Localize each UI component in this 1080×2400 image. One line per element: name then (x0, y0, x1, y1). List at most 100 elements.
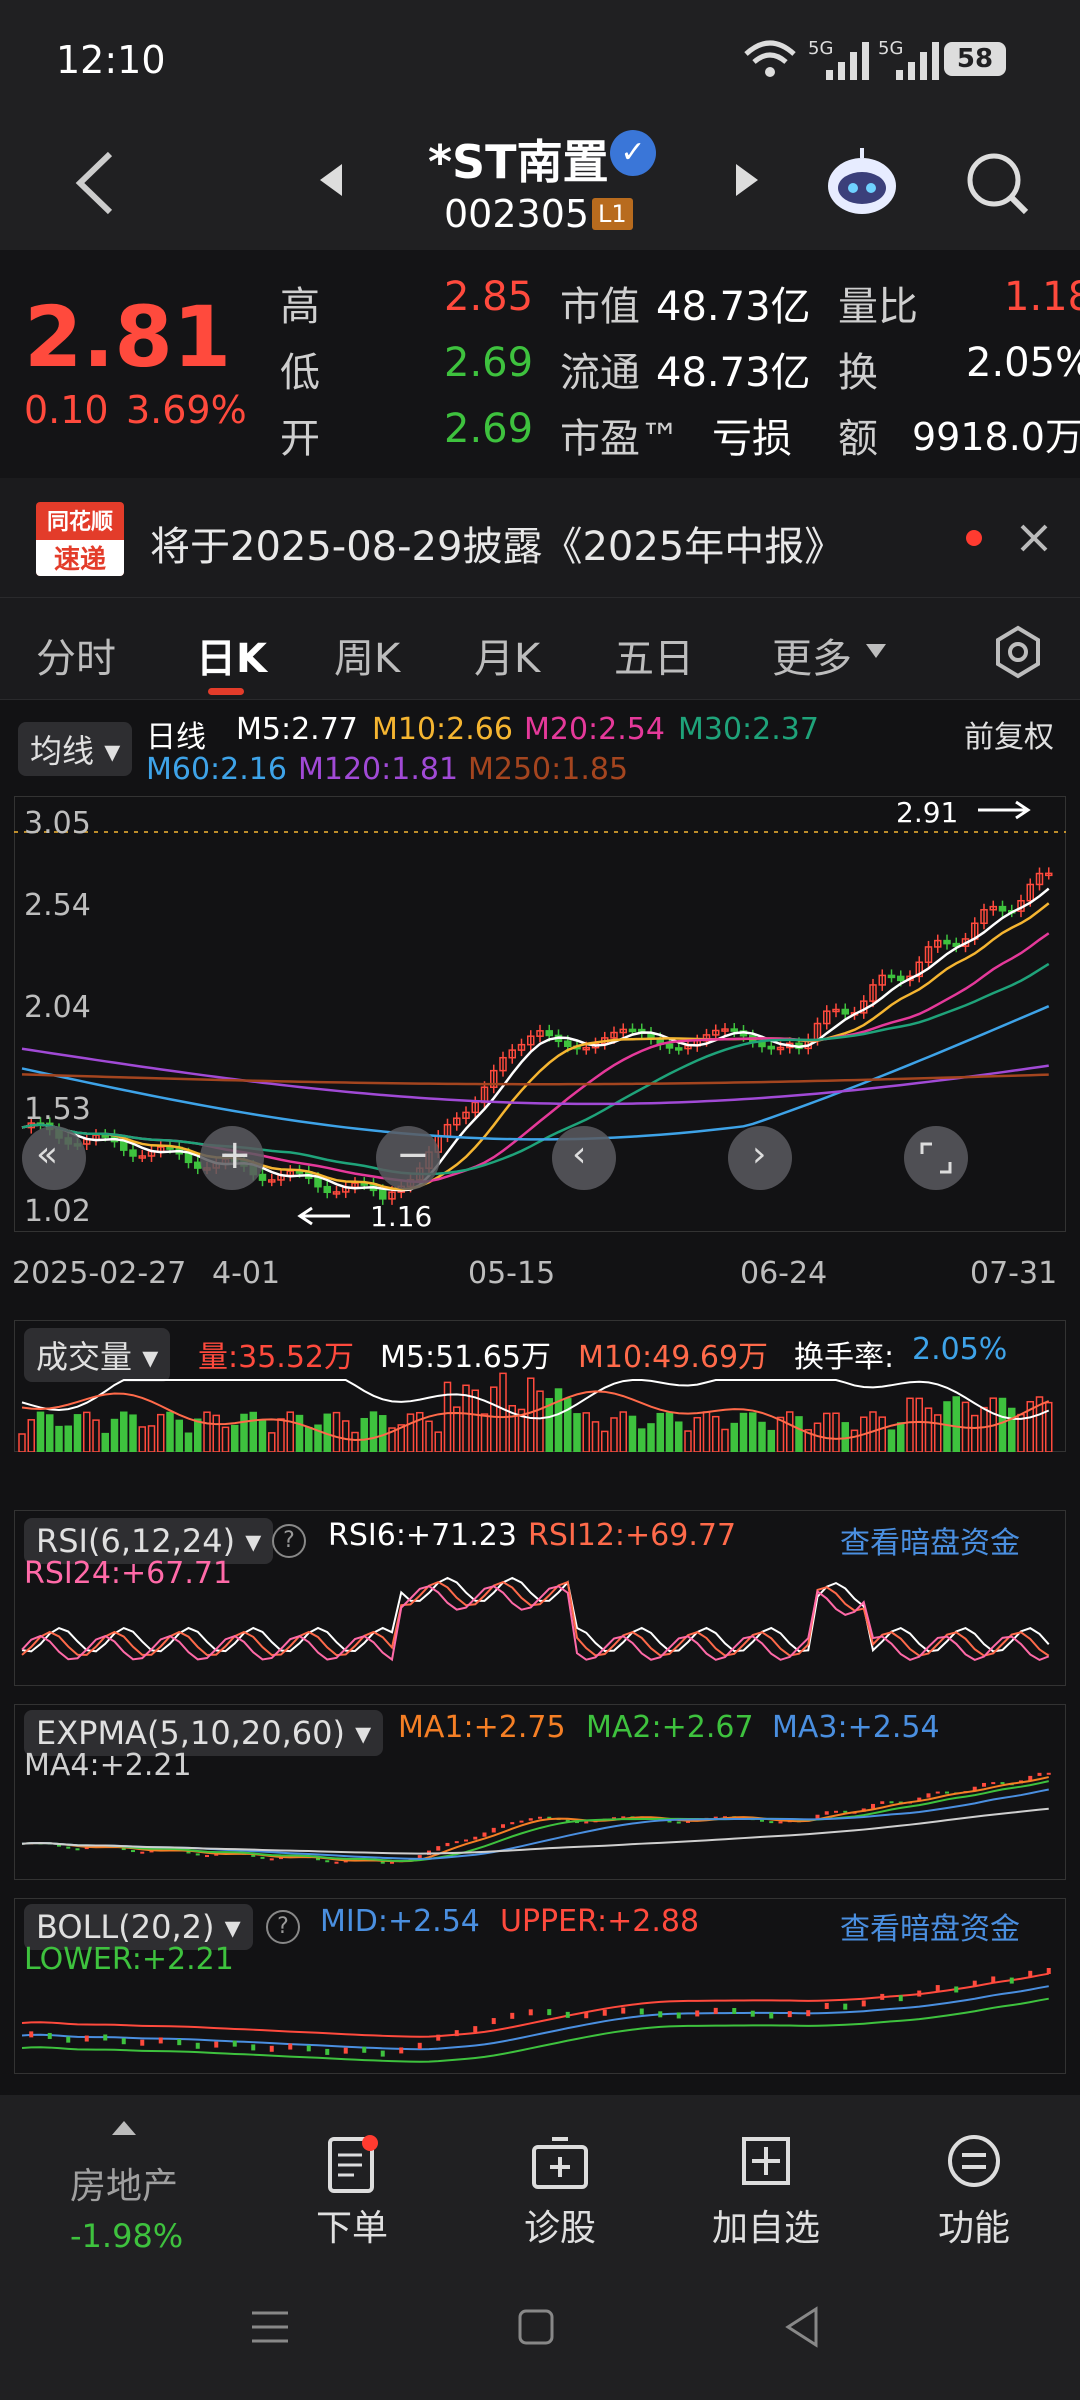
volume-selector[interactable]: 成交量 ▾ (24, 1328, 171, 1382)
boll-candle (140, 2039, 145, 2046)
recent-apps-icon[interactable] (248, 2305, 292, 2349)
expand-up-icon[interactable] (110, 2119, 138, 2137)
volume-bar (721, 1428, 729, 1452)
ai-robot-icon[interactable] (822, 142, 902, 222)
zoom-in-button[interactable]: + (200, 1126, 264, 1190)
expma-candle (1046, 1772, 1051, 1775)
volume-bar (684, 1430, 692, 1452)
add-watch-label[interactable]: 加自选 (712, 2208, 821, 2249)
y-tick-1: 3.05 (24, 806, 91, 841)
expma-candle (75, 1848, 80, 1851)
volume-bar (776, 1416, 785, 1452)
y-tick-4: 1.53 (24, 1092, 91, 1127)
search-icon[interactable] (962, 148, 1032, 218)
diagnose-label[interactable]: 诊股 (524, 2208, 597, 2249)
tab-more[interactable]: 更多 (772, 636, 852, 682)
volume-bar (647, 1423, 655, 1452)
tab-five-day[interactable]: 五日 (614, 636, 694, 682)
volume-bar (55, 1425, 63, 1452)
volume-bar (934, 1414, 942, 1452)
dark-pool-link[interactable]: 查看暗盘资金 (840, 1912, 1020, 1947)
expma-panel[interactable] (14, 1704, 1066, 1880)
dark-pool-link[interactable]: 查看暗盘资金 (840, 1526, 1020, 1561)
tab-daily-k[interactable]: 日K (196, 636, 267, 682)
add-watch-icon[interactable] (740, 2135, 792, 2187)
candle-body (841, 1008, 849, 1015)
expma-candle (982, 1782, 986, 1787)
expma-candle (815, 1814, 820, 1820)
ma-selector[interactable]: 均线 ▾ (18, 722, 133, 776)
scroll-right-button[interactable]: › (728, 1126, 792, 1190)
tab-monthly-k[interactable]: 月K (474, 636, 541, 682)
rsi-selector[interactable]: RSI(6,12,24) ▾ (24, 1518, 274, 1564)
news-banner[interactable]: 同花顺 速递 将于2025-08-29披露《2025年中报》 (0, 478, 1080, 598)
kline-panel[interactable] (14, 796, 1066, 1232)
sector-name[interactable]: 房地产 (70, 2166, 179, 2207)
order-label[interactable]: 下单 (316, 2208, 389, 2249)
boll-candle (1046, 1967, 1051, 1974)
volume-bar (249, 1411, 257, 1452)
volume-bar (536, 1390, 544, 1452)
boll-selector[interactable]: BOLL(20,2) ▾ (24, 1904, 253, 1950)
volume-bar (730, 1422, 738, 1452)
boll-candle (214, 2041, 219, 2048)
price-change-pct: 3.69% (126, 388, 247, 432)
boll-panel[interactable] (14, 1898, 1066, 2074)
boll-candle (676, 2012, 681, 2019)
y-tick-2: 2.54 (24, 888, 91, 923)
tab-timeshare[interactable]: 分时 (36, 636, 116, 682)
close-icon[interactable] (1018, 522, 1050, 554)
expma-candle (417, 1855, 422, 1859)
diagnose-icon[interactable] (530, 2135, 590, 2191)
volume-bar (101, 1432, 109, 1452)
boll-candle (824, 2002, 829, 2009)
candle-body (915, 961, 923, 978)
boll-candle (232, 2040, 237, 2047)
rsi-panel[interactable] (14, 1510, 1066, 1686)
boll-candle (621, 2007, 626, 2014)
scroll-left-button[interactable]: ‹ (552, 1126, 616, 1190)
adjust-label[interactable]: 前复权 (964, 720, 1054, 755)
volume-bar (342, 1420, 350, 1452)
boll-candle (750, 2010, 755, 2017)
ma30-line (21, 962, 1050, 1176)
menu-icon[interactable] (946, 2133, 1002, 2189)
max-price-label: 2.91 (896, 796, 959, 829)
next-stock-icon[interactable] (732, 160, 762, 200)
zoom-out-button[interactable]: − (376, 1126, 440, 1190)
prev-stock-icon[interactable] (316, 160, 346, 200)
tab-weekly-k[interactable]: 周K (334, 636, 401, 682)
candle-body (332, 1191, 341, 1195)
help-icon[interactable]: ? (266, 1910, 300, 1944)
help-icon[interactable]: ? (272, 1524, 306, 1558)
home-icon[interactable] (516, 2307, 556, 2347)
rsi-line (21, 1576, 1050, 1653)
expma-selector[interactable]: EXPMA(5,10,20,60) ▾ (24, 1710, 384, 1756)
function-label[interactable]: 功能 (938, 2208, 1011, 2249)
stock-header: *ST南置 ✓ 002305 L1 (0, 120, 1080, 250)
volume-bar (1017, 1413, 1025, 1452)
x-date-5: 07-31 (970, 1256, 1058, 1291)
volume-bar (499, 1372, 507, 1452)
expma-candle (279, 1857, 283, 1860)
expma-candle (667, 1820, 672, 1823)
fullscreen-button[interactable] (904, 1126, 968, 1190)
candle-body (628, 1028, 637, 1033)
volume-bar (1008, 1407, 1016, 1452)
more-dropdown-icon[interactable] (864, 642, 888, 660)
expma-candle (140, 1851, 145, 1854)
period-tabs: 分时 日K 周K 月K 五日 更多 (0, 600, 1080, 700)
last-price: 2.81 (24, 288, 232, 386)
volume-bar (767, 1429, 775, 1452)
candle-body (120, 1140, 128, 1151)
order-icon[interactable] (326, 2133, 380, 2195)
boll-candle (195, 2042, 200, 2049)
settings-icon[interactable] (990, 624, 1046, 680)
scroll-left-fast-button[interactable]: « (22, 1126, 86, 1190)
back-icon[interactable] (70, 148, 120, 218)
nav-back-icon[interactable] (782, 2305, 822, 2349)
volume-bar (480, 1413, 489, 1452)
volume-bar (887, 1429, 896, 1452)
expma-candle (66, 1846, 71, 1849)
period-label: 日线 (146, 720, 206, 755)
